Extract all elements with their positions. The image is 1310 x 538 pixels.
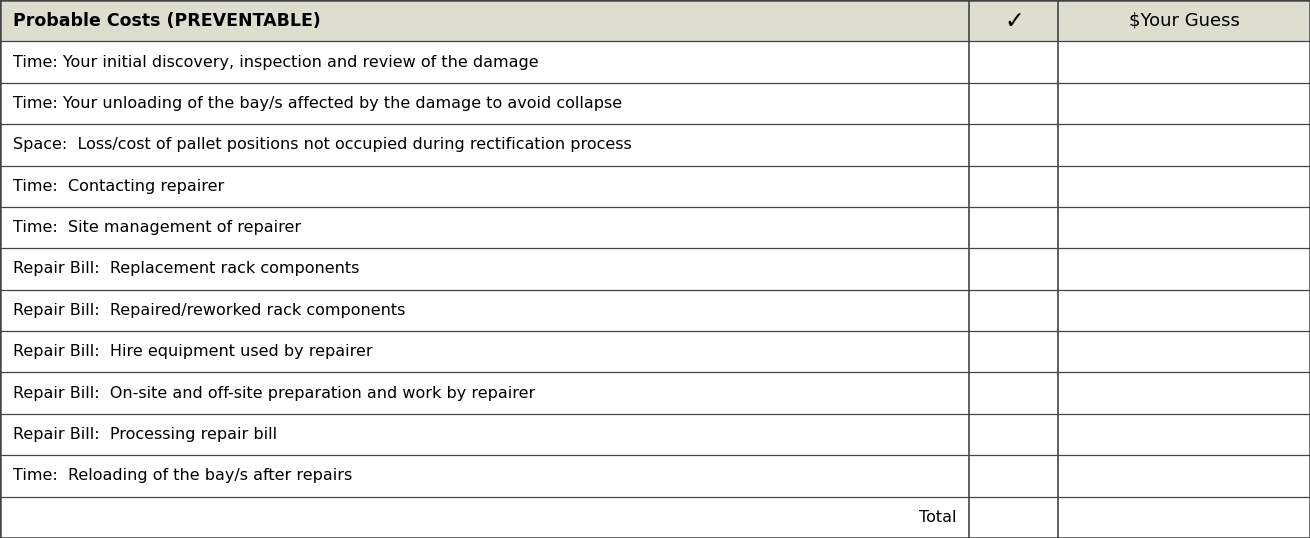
Text: Space:  Loss/cost of pallet positions not occupied during rectification process: Space: Loss/cost of pallet positions not… [13, 137, 631, 152]
Text: Time:  Reloading of the bay/s after repairs: Time: Reloading of the bay/s after repai… [13, 469, 352, 484]
Text: Total: Total [918, 510, 956, 525]
Text: Time:  Contacting repairer: Time: Contacting repairer [13, 179, 224, 194]
Bar [0, 372, 1310, 414]
Bar [0, 331, 1310, 372]
Bar [0, 289, 1310, 331]
Bar [0, 41, 1310, 83]
Bar [0, 83, 1310, 124]
Bar [0, 414, 1310, 455]
Text: Repair Bill:  Processing repair bill: Repair Bill: Processing repair bill [13, 427, 278, 442]
Text: Time:  Site management of repairer: Time: Site management of repairer [13, 220, 301, 235]
Bar [0, 166, 1310, 207]
Text: Repair Bill:  Replacement rack components: Repair Bill: Replacement rack components [13, 261, 359, 277]
Text: Repair Bill:  Hire equipment used by repairer: Repair Bill: Hire equipment used by repa… [13, 344, 373, 359]
Bar [0, 0, 1310, 41]
Text: Repair Bill:  On-site and off-site preparation and work by repairer: Repair Bill: On-site and off-site prepar… [13, 386, 536, 401]
Text: ✓: ✓ [1003, 9, 1024, 33]
Text: Time: Your unloading of the bay/s affected by the damage to avoid collapse: Time: Your unloading of the bay/s affect… [13, 96, 622, 111]
Bar [0, 455, 1310, 497]
Text: Repair Bill:  Repaired/reworked rack components: Repair Bill: Repaired/reworked rack comp… [13, 303, 406, 318]
Bar [0, 497, 1310, 538]
Bar [0, 124, 1310, 166]
Text: $Your Guess: $Your Guess [1129, 12, 1239, 30]
Text: Probable Costs (PREVENTABLE): Probable Costs (PREVENTABLE) [13, 12, 321, 30]
Text: Time: Your initial discovery, inspection and review of the damage: Time: Your initial discovery, inspection… [13, 54, 538, 69]
Bar [0, 207, 1310, 249]
Bar [0, 249, 1310, 289]
